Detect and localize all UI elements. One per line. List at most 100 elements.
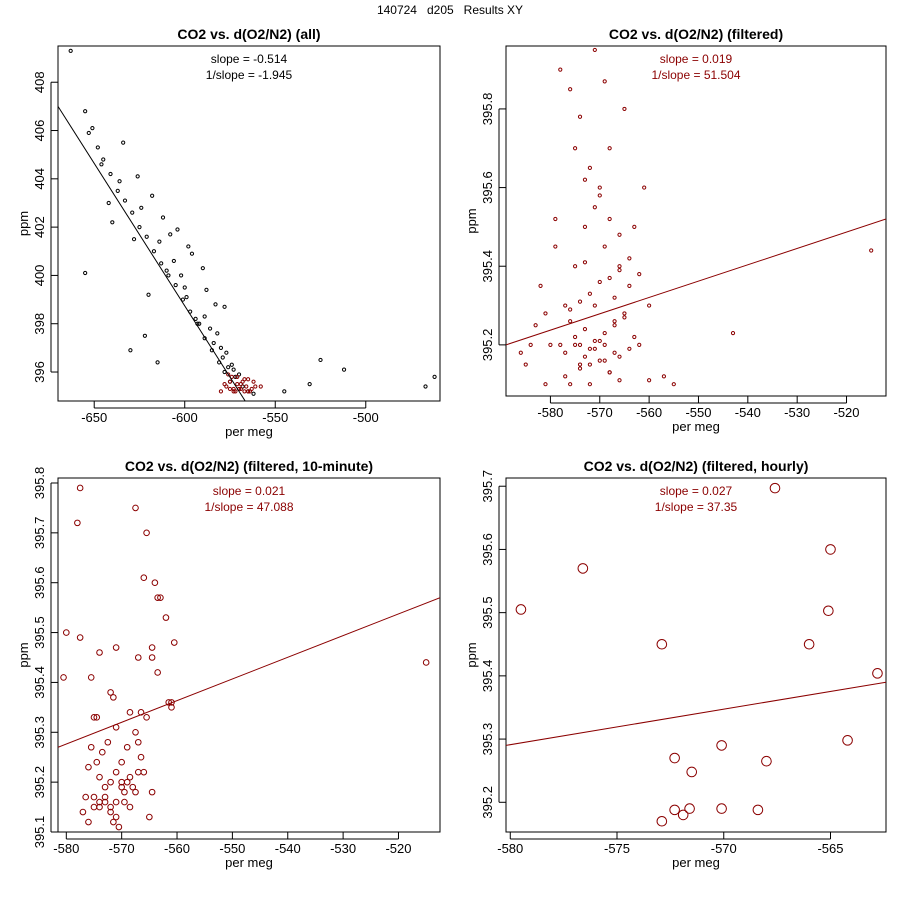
slope-annotation: slope = 0.021 [213,484,286,498]
data-point [642,185,647,190]
data-point [577,114,583,119]
plot-filtered: CO2 vs. d(O2/N2) (filtered) slope = 0.019… [464,26,887,434]
data-point [563,374,568,379]
data-point [193,316,198,321]
data-point [131,237,137,242]
x-tick-label: -520 [834,405,860,420]
data-point [171,258,176,264]
data-point [101,798,109,806]
data-point [148,654,156,661]
data-point [99,162,104,167]
data-point [238,386,243,392]
data-point [226,372,231,377]
data-point [108,171,113,177]
data-point [126,803,134,811]
data-point [730,330,736,336]
data-point [533,323,538,328]
slope-annotation: 1/slope = -1.945 [206,68,293,82]
data-point [597,279,602,285]
fit-line [58,597,440,748]
slope-annotation: 1/slope = 51.504 [651,68,740,82]
data-point [803,638,815,650]
data-point [258,384,263,389]
data-point [607,370,612,375]
slope-annotation: slope = 0.027 [660,484,733,498]
x-tick-label: -580 [53,841,79,856]
data-point [142,333,148,338]
plot-title: CO2 vs. d(O2/N2) (filtered, hourly) [584,458,809,474]
data-point [93,758,101,766]
data-point [647,378,652,383]
data-point [558,342,563,347]
data-point [79,808,87,816]
data-point [170,639,178,646]
data-point [222,304,227,309]
data-point [184,295,189,300]
data-point [543,311,548,316]
data-point [86,130,91,136]
data-point [112,768,120,776]
data-point [82,793,89,801]
data-point [686,766,698,778]
data-point [154,594,161,601]
data-point [175,227,180,232]
data-point [151,579,159,587]
data-point [842,735,853,746]
data-point [162,614,170,621]
data-point [587,346,592,351]
data-point [168,704,175,711]
data-point [143,714,150,721]
data-point [168,699,175,706]
data-point [115,188,120,193]
data-point [90,803,98,811]
data-point [671,382,676,387]
data-point [617,354,622,359]
data-point [656,638,668,650]
data-point [582,177,588,182]
x-tick-label: -550 [685,405,711,420]
data-point [251,391,256,396]
data-point [96,649,103,656]
data-point [118,758,125,766]
data-point [112,644,120,651]
data-point [597,358,602,363]
data-point [587,291,592,296]
x-tick-label: -500 [353,410,379,425]
plot-title: CO2 vs. d(O2/N2) (filtered) [609,26,783,42]
data-point [572,146,578,151]
y-tick-label: 395.3 [32,716,47,749]
data-point [282,389,287,394]
data-point [134,768,142,776]
x-tick-label: -520 [385,841,411,856]
data-point [132,788,139,796]
data-point [115,823,123,831]
data-point [204,287,209,293]
data-point [130,210,135,215]
data-point [157,239,162,244]
data-point [627,256,632,261]
data-point [647,303,652,308]
data-point [677,809,689,821]
data-point [137,225,142,230]
data-point [107,689,114,696]
data-point [515,604,527,615]
data-point [622,311,627,316]
data-point [422,659,430,666]
data-point [93,714,101,721]
data-point [617,232,622,237]
data-point [197,321,202,326]
data-point [96,803,103,811]
data-point [146,813,153,821]
data-point [247,389,253,394]
data-point [597,185,602,190]
data-point [90,793,98,801]
x-tick-label: -530 [784,405,810,420]
data-point [622,315,627,320]
data-point [592,303,597,308]
y-axis-label: ppm [464,642,479,667]
x-tick-label: -565 [817,841,843,856]
data-point [572,342,578,347]
data-point [164,268,169,273]
data-point [122,198,128,203]
